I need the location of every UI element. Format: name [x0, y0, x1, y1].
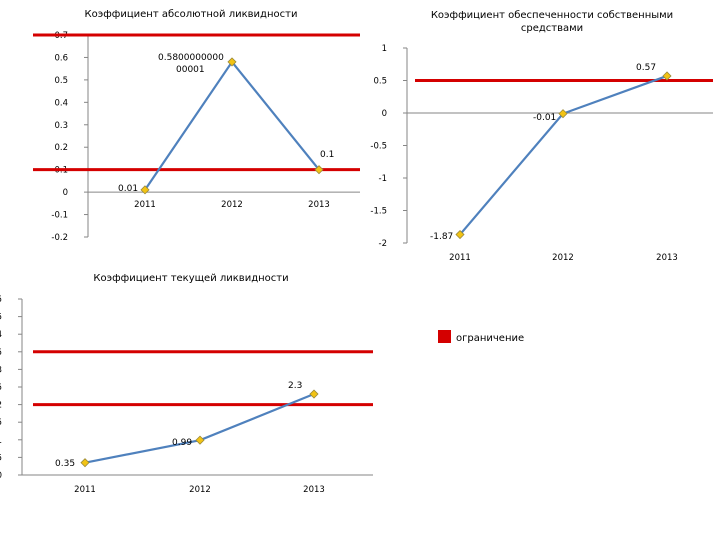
chart-title-line: Коэффициент текущей ликвидности — [93, 273, 288, 284]
data-label: -0.01 — [533, 113, 556, 123]
y-tick-label: -0.1 — [51, 211, 68, 221]
chart-title: Коэффициент текущей ликвидности — [93, 273, 288, 284]
x-tick-label: 2013 — [303, 485, 325, 495]
data-label: 0.1 — [320, 150, 334, 160]
data-point — [227, 57, 237, 67]
data-label: -1.87 — [430, 232, 453, 242]
y-tick-label: -1.5 — [370, 207, 387, 217]
chart-title-line: средствами — [521, 23, 583, 34]
data-label-line: -0.01 — [533, 113, 556, 123]
data-label: 0.57 — [636, 63, 656, 73]
y-tick-label: -0.5 — [370, 142, 387, 152]
y-tick-label: 0 — [63, 188, 68, 198]
x-tick-label: 2013 — [308, 200, 330, 210]
y-tick-label: 0 — [0, 471, 2, 481]
data-point — [662, 71, 672, 81]
data-point — [455, 229, 465, 240]
y-tick-label: 5 — [0, 295, 2, 305]
chart-title-line: Коэффициент абсолютной ликвидности — [85, 9, 298, 20]
data-label-line: 0.01 — [118, 184, 138, 194]
x-tick-label: 2012 — [221, 200, 243, 210]
y-tick-label: -0.2 — [51, 233, 68, 243]
y-tick-label: 0.5 — [0, 453, 2, 463]
data-label-line: 2.3 — [288, 381, 302, 391]
y-tick-label: 0.5 — [54, 76, 68, 86]
y-tick-label: -2 — [379, 239, 387, 249]
x-tick-label: 2012 — [552, 253, 574, 263]
x-tick-label: 2012 — [189, 485, 211, 495]
data-label-line: 0.5800000000 — [158, 53, 224, 63]
chart-current-liquidity: Коэффициент текущей ликвидности 0 0.5 1 1.5 2… — [0, 273, 373, 495]
x-tick-label: 2011 — [74, 485, 96, 495]
data-label: 0.01 — [118, 184, 138, 194]
y-tick-label: 2.5 — [0, 383, 2, 393]
y-tick-label: 4.5 — [0, 313, 2, 323]
data-point — [80, 458, 90, 468]
chart-title: Коэффициент обеспеченности собственными с… — [431, 10, 673, 34]
data-label-line: 0.1 — [320, 150, 334, 160]
y-tick-label: 0.5 — [373, 77, 387, 87]
data-label-line: 0.35 — [55, 459, 75, 469]
y-tick-label: 3.5 — [0, 348, 2, 358]
chart-own-funds-ratio: Коэффициент обеспеченности собственными с… — [370, 10, 713, 263]
chart-absolute-liquidity: Коэффициент абсолютной ликвидности -0.2 -0… — [33, 9, 360, 243]
y-tick-label: 3 — [0, 365, 2, 375]
data-point — [195, 435, 205, 445]
y-tick-label: 1.5 — [0, 418, 2, 428]
chart-title-line: Коэффициент обеспеченности собственными — [431, 10, 673, 21]
y-tick-label: 0.2 — [54, 143, 68, 153]
legend: ограничение — [438, 330, 524, 344]
data-point — [140, 185, 150, 195]
x-tick-label: 2011 — [449, 253, 471, 263]
y-tick-label: 1 — [0, 436, 2, 446]
y-tick-label: 2 — [0, 401, 2, 411]
data-label: 0.99 — [172, 438, 192, 448]
y-tick-label: 0.3 — [54, 121, 68, 131]
y-tick-label: 0.6 — [54, 53, 68, 63]
data-label-line: -1.87 — [430, 232, 453, 242]
data-label-line: 0.57 — [636, 63, 656, 73]
data-point — [558, 109, 568, 119]
x-tick-label: 2013 — [656, 253, 678, 263]
data-point — [314, 165, 324, 175]
legend-swatch — [438, 330, 451, 343]
y-tick-label: 0.4 — [54, 98, 68, 108]
data-label: 0.5800000000 00001 — [158, 53, 224, 75]
legend-label: ограничение — [456, 333, 524, 344]
series-line — [459, 74, 668, 236]
y-tick-label: 0 — [382, 109, 387, 119]
y-tick-label: -1 — [379, 174, 387, 184]
data-label-line: 0.99 — [172, 438, 192, 448]
data-label-line: 00001 — [176, 65, 205, 75]
x-tick-label: 2011 — [134, 200, 156, 210]
chart-title: Коэффициент абсолютной ликвидности — [85, 9, 298, 20]
y-tick-label: 4 — [0, 330, 2, 340]
data-label: 0.35 — [55, 459, 75, 469]
data-label: 2.3 — [288, 381, 302, 391]
y-tick-label: 1 — [382, 44, 387, 54]
data-point — [309, 389, 319, 399]
